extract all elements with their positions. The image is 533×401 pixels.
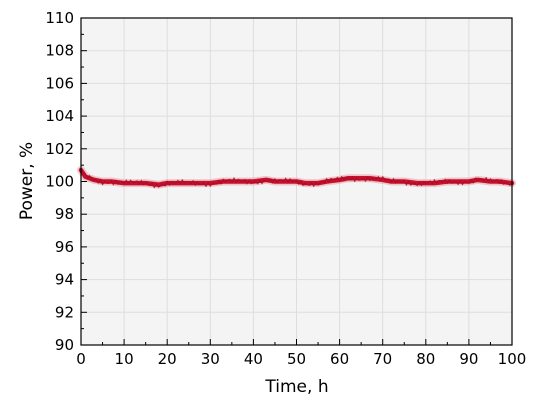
series-noise <box>80 168 513 189</box>
x-tick-label: 90 <box>459 350 478 368</box>
y-tick-label: 108 <box>45 42 74 60</box>
x-tick-label: 60 <box>330 350 349 368</box>
y-tick-label: 100 <box>45 173 74 191</box>
x-tick-label: 40 <box>244 350 263 368</box>
x-tick-label: 10 <box>115 350 134 368</box>
y-tick-label: 102 <box>45 140 74 158</box>
y-tick-label: 92 <box>55 303 74 321</box>
y-tick-label: 96 <box>55 238 74 256</box>
y-tick-label: 106 <box>45 74 74 92</box>
y-tick-label: 110 <box>45 9 74 27</box>
y-axis-title: Power, % <box>17 142 37 220</box>
x-tick-label: 30 <box>201 350 220 368</box>
x-tick-label: 0 <box>76 350 86 368</box>
y-tick-label: 104 <box>45 107 74 125</box>
x-axis-ticks: 0 10 20 30 40 50 60 70 80 90 100 <box>76 339 526 368</box>
x-tick-label: 70 <box>373 350 392 368</box>
y-tick-label: 90 <box>55 336 74 354</box>
series-layer <box>77 166 516 189</box>
x-tick-label: 20 <box>158 350 177 368</box>
y-axis-ticks: 90 92 94 96 98 100 102 104 106 108 110 <box>45 9 87 354</box>
x-tick-label: 80 <box>416 350 435 368</box>
y-tick-label: 98 <box>55 205 74 223</box>
x-tick-label: 50 <box>287 350 306 368</box>
x-axis-title: Time, h <box>264 377 328 397</box>
x-tick-label: 100 <box>498 350 527 368</box>
y-tick-label: 94 <box>55 271 74 289</box>
